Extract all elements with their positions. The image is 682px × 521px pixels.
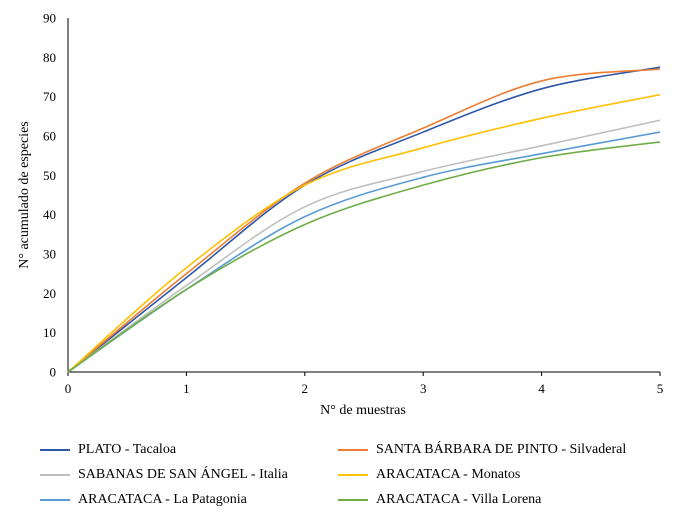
x-tick-label: 5 <box>657 381 664 396</box>
y-tick-label: 50 <box>43 168 56 183</box>
y-tick-label: 30 <box>43 247 56 262</box>
legend-swatch <box>40 449 70 451</box>
y-tick-label: 90 <box>43 11 56 26</box>
legend-swatch <box>338 449 368 451</box>
y-tick-label: 80 <box>43 50 56 65</box>
legend-item: ARACATACA - Villa Lorena <box>338 490 541 510</box>
legend-item: SANTA BÁRBARA DE PINTO - Silvaderal <box>338 440 626 460</box>
y-tick-label: 20 <box>43 286 56 301</box>
legend-item: SABANAS DE SAN ÁNGEL - Italia <box>40 465 288 485</box>
x-tick-label: 3 <box>420 381 427 396</box>
y-tick-label: 10 <box>43 325 56 340</box>
y-tick-label: 40 <box>43 207 56 222</box>
y-tick-label: 0 <box>50 365 57 380</box>
y-axis-title: N° acumulado de especies <box>17 121 32 269</box>
series-lines <box>67 66 661 373</box>
series-line-2 <box>67 68 661 373</box>
plot-area: 0 10 20 30 40 50 60 70 80 90 0 1 2 3 4 5 <box>43 11 663 397</box>
series-line-6 <box>67 141 661 373</box>
y-tick-label: 70 <box>43 89 56 104</box>
x-tick-label: 2 <box>302 381 309 396</box>
series-line-4 <box>67 93 661 373</box>
legend-label: PLATO - Tacaloa <box>78 442 177 457</box>
legend-label: ARACATACA - Villa Lorena <box>376 492 542 507</box>
legend-swatch <box>40 474 70 476</box>
legend-label: SANTA BÁRBARA DE PINTO - Silvaderal <box>376 442 627 457</box>
series-line-3 <box>67 119 661 373</box>
legend-item: PLATO - Tacaloa <box>40 440 176 460</box>
legend-item: ARACATACA - Monatos <box>338 465 520 485</box>
x-axis-title: N° de muestras <box>320 403 406 418</box>
y-tick-label: 60 <box>43 129 56 144</box>
legend-label: ARACATACA - Monatos <box>376 467 521 482</box>
legend-swatch <box>338 474 368 476</box>
series-line-1 <box>67 66 661 373</box>
legend-label: ARACATACA - La Patagonia <box>78 492 247 507</box>
x-tick-label: 4 <box>538 381 545 396</box>
legend-label: SABANAS DE SAN ÁNGEL - Italia <box>78 467 288 482</box>
series-line-5 <box>67 131 661 373</box>
x-tick-label: 1 <box>183 381 190 396</box>
x-tick-labels: 0 1 2 3 4 5 <box>65 372 664 396</box>
line-chart: 0 10 20 30 40 50 60 70 80 90 0 1 2 3 4 5 N° acumulado … <box>17 11 663 419</box>
y-tick-labels: 0 10 20 30 40 50 60 70 80 90 <box>43 11 56 380</box>
x-tick-label: 0 <box>65 381 72 396</box>
legend-item: ARACATACA - La Patagonia <box>40 490 247 510</box>
legend-swatch <box>40 499 70 501</box>
legend-swatch <box>338 499 368 501</box>
